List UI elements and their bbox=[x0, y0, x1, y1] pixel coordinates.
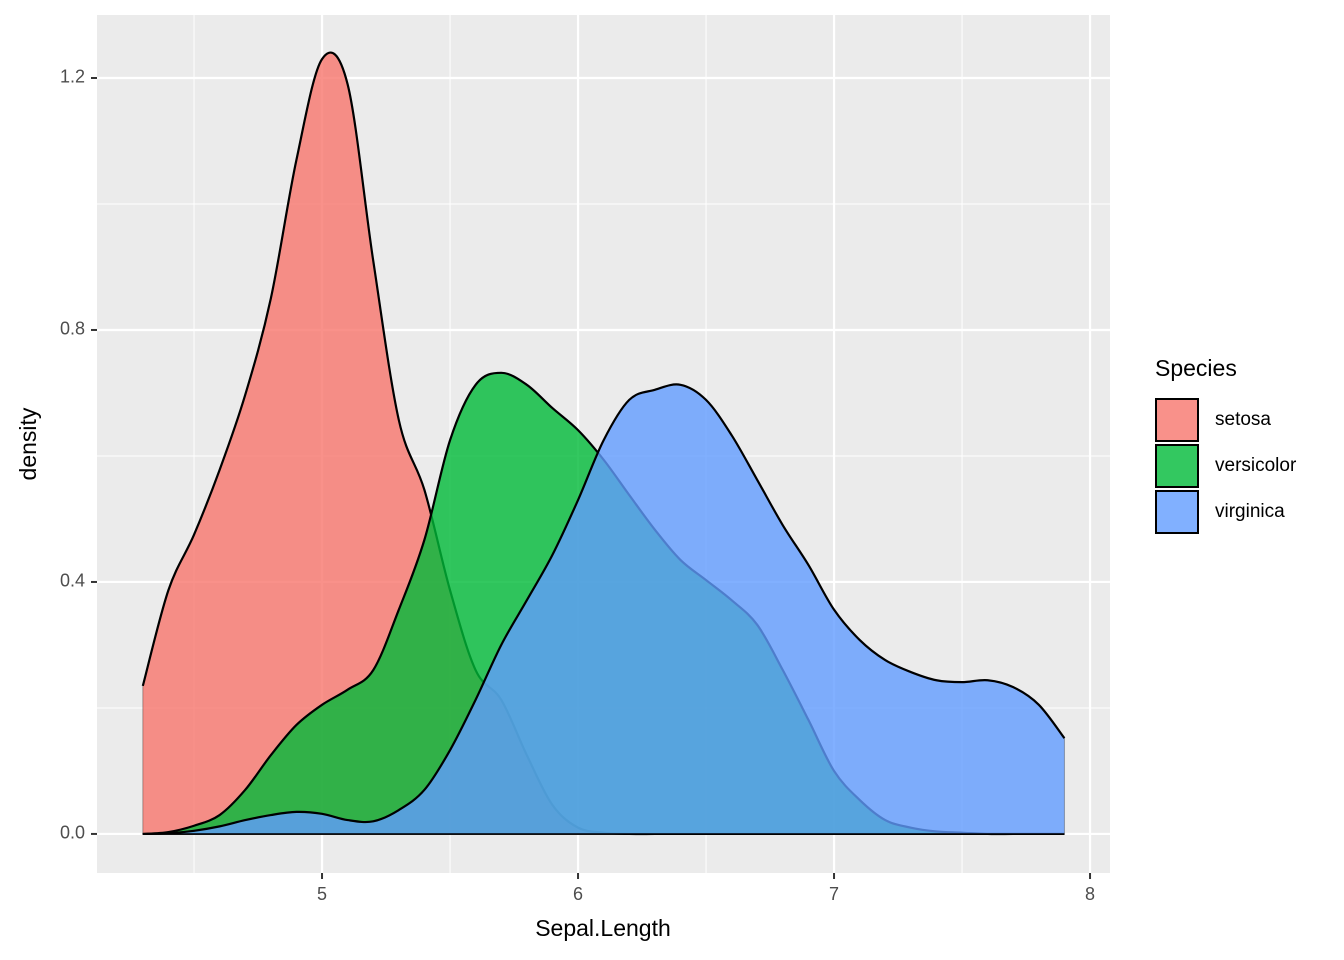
legend-label: setosa bbox=[1215, 409, 1271, 430]
x-tick-label: 5 bbox=[317, 884, 327, 904]
legend-label: virginica bbox=[1215, 501, 1285, 522]
y-tick-label: 0.0 bbox=[60, 823, 85, 843]
x-axis-title: Sepal.Length bbox=[535, 915, 671, 941]
legend-key bbox=[1155, 490, 1199, 534]
density-line bbox=[142, 383, 1066, 836]
x-tick-label: 7 bbox=[829, 884, 839, 904]
legend-key bbox=[1155, 444, 1199, 488]
y-tick-label: 0.8 bbox=[60, 319, 85, 339]
x-tick-label: 6 bbox=[573, 884, 583, 904]
y-axis-title: density bbox=[15, 407, 41, 480]
y-tick-label: 0.4 bbox=[60, 571, 85, 591]
legend-key bbox=[1155, 398, 1199, 442]
legend-title: Species bbox=[1155, 355, 1237, 381]
legend-label: versicolor bbox=[1215, 455, 1297, 476]
y-tick-label: 1.2 bbox=[60, 67, 85, 87]
x-tick-label: 8 bbox=[1085, 884, 1095, 904]
